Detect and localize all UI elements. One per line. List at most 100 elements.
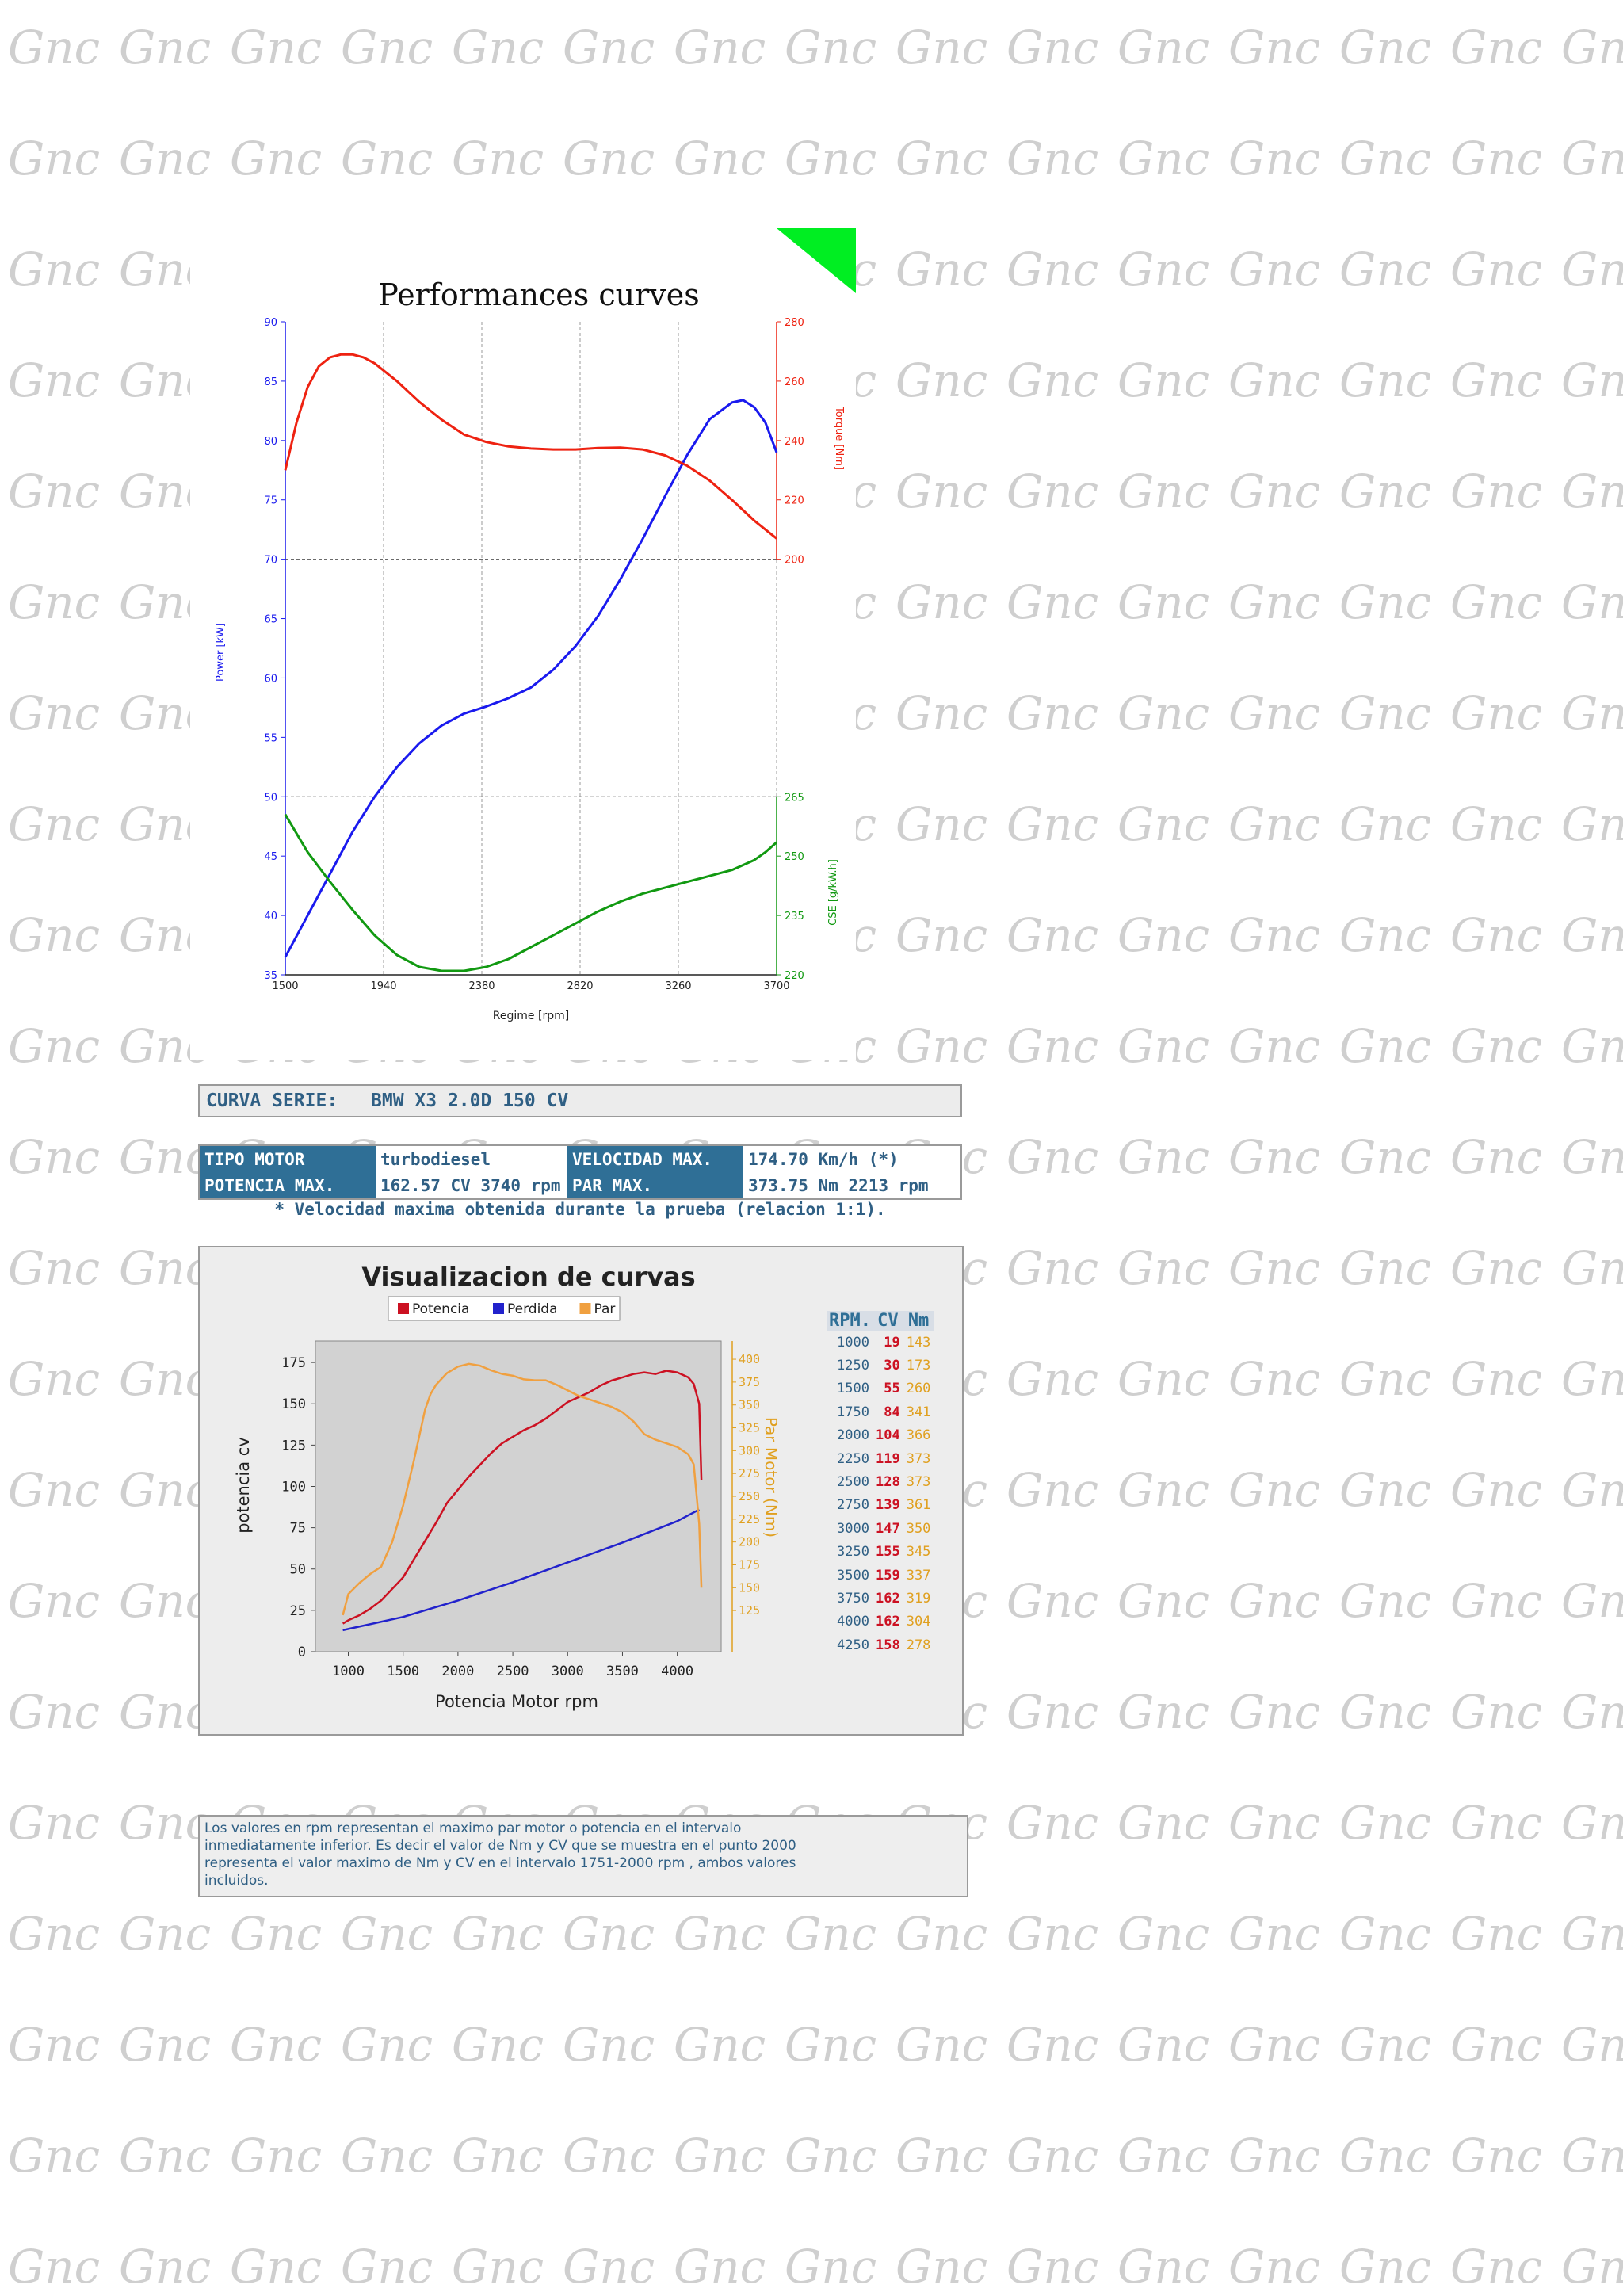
chart1-y-left-tick: 85 <box>264 376 277 388</box>
chart1-lines <box>284 353 778 972</box>
watermark-glyph: Gnc <box>119 1241 211 1295</box>
watermark-glyph: Gnc <box>896 243 987 296</box>
chart2-y-right-tick: 225 <box>739 1512 760 1526</box>
chart1-y-left-tick: 55 <box>264 732 277 744</box>
potencia-max-value: 162.57 CV 3740 rpm <box>380 1175 561 1195</box>
watermark-glyph: Gnc <box>1228 2018 1320 2072</box>
rpm-table-row: 4250 158 278 <box>827 1633 934 1656</box>
watermark-glyph: Gnc <box>563 2129 655 2183</box>
watermark-glyph: Gnc <box>1561 1796 1623 1850</box>
watermark-glyph: Gnc <box>1228 1019 1320 1073</box>
watermark-glyph: Gnc <box>896 2240 987 2294</box>
nm-cell: 373 <box>906 1474 931 1491</box>
chart1-x-tick: 2820 <box>567 980 593 992</box>
watermark-glyph: Gnc <box>563 132 655 185</box>
chart2-y-right-tick: 200 <box>739 1535 760 1549</box>
chart1-y-right-bottom-label: CSE [g/kW.h] <box>827 859 839 926</box>
rpm-table-row: 1000 19 143 <box>827 1331 934 1354</box>
watermark-glyph: Gnc <box>1117 1574 1209 1628</box>
rpm-cell: 3250 <box>837 1544 869 1561</box>
performance-curves-chart: Performances curves 1500 1940 2380 2820 3260… <box>190 228 856 1060</box>
specs-table: TIPO MOTOR turbodiesel VELOCIDAD MAX. 17… <box>200 1146 960 1198</box>
nm-cell: 345 <box>906 1544 931 1561</box>
chart2-y-right-tick: 325 <box>739 1421 760 1435</box>
chart2-y-right-tick: 125 <box>739 1603 760 1618</box>
watermark-glyph: Gnc <box>452 2018 544 2072</box>
rpm-cell: 2250 <box>837 1450 869 1467</box>
watermark-glyph: Gnc <box>1228 2240 1320 2294</box>
watermark-glyph: Gnc <box>1450 464 1542 518</box>
watermark-glyph: Gnc <box>1561 1130 1623 1184</box>
nm-cell: 350 <box>906 1520 931 1537</box>
watermark-glyph: Gnc <box>1450 1685 1542 1739</box>
watermark-glyph: Gnc <box>1006 1019 1098 1073</box>
watermark-glyph: Gnc <box>8 1241 100 1295</box>
rpm-cell: 1750 <box>837 1404 869 1420</box>
watermark-glyph: Gnc <box>674 132 766 185</box>
chart1-y-left-tick: 75 <box>264 495 277 507</box>
watermark-glyph: Gnc <box>1339 1796 1431 1850</box>
nm-cell: 173 <box>906 1358 931 1374</box>
rpm-cell: 1500 <box>837 1381 869 1397</box>
watermark-glyph: Gnc <box>896 132 987 185</box>
watermark-glyph: Gnc <box>119 132 211 185</box>
rpm-cell: 2000 <box>837 1427 869 1444</box>
chart1-ticks: 1500 1940 2380 2820 3260 3700 35 40 45 50 55 60 65 70… <box>264 317 804 992</box>
watermark-glyph: Gnc <box>1006 908 1098 962</box>
watermark-glyph: Gnc <box>896 575 987 629</box>
rpm-cell: 3750 <box>837 1590 869 1606</box>
rpm-cell: 3500 <box>837 1567 869 1584</box>
watermark-glyph: Gnc <box>1228 908 1320 962</box>
legend-swatch <box>579 1303 591 1314</box>
watermark-glyph: Gnc <box>1339 1907 1431 1961</box>
watermark-glyph: Gnc <box>674 2129 766 2183</box>
watermark-glyph: Gnc <box>8 1019 100 1073</box>
chart2-legend: Potencia Perdida Par <box>398 1301 615 1317</box>
chart2-x-tick: 2000 <box>441 1664 474 1679</box>
nm-header: Nm <box>903 1311 934 1331</box>
cv-cell: 19 <box>884 1334 900 1350</box>
watermark-glyph: Gnc <box>230 1907 322 1961</box>
chart2-y-right-label: Par Motor (Nm) <box>762 1417 781 1538</box>
watermark-glyph: Gnc <box>230 2129 322 2183</box>
par-max-label: PAR MAX. <box>567 1172 743 1198</box>
watermark-glyph: Gnc <box>119 1130 211 1184</box>
cv-cell: 128 <box>875 1474 900 1491</box>
watermark-glyph: Gnc <box>785 2129 876 2183</box>
par-max-value: 373.75 Nm 2213 rpm <box>748 1175 929 1195</box>
watermark-glyph: Gnc <box>785 2240 876 2294</box>
chart2-y-left-tick: 0 <box>298 1645 306 1660</box>
power-curve <box>284 399 778 958</box>
watermark-glyph: Gnc <box>119 1574 211 1628</box>
watermark-glyph: Gnc <box>1561 2018 1623 2072</box>
watermark-glyph: Gnc <box>1339 2129 1431 2183</box>
watermark-glyph: Gnc <box>1117 132 1209 185</box>
watermark-glyph: Gnc <box>341 2129 433 2183</box>
watermark-glyph: Gnc <box>785 2018 876 2072</box>
watermark-glyph: Gnc <box>674 1907 766 1961</box>
watermark-glyph: Gnc <box>1117 2018 1209 2072</box>
chart2-y-left-label: potencia cv <box>234 1437 253 1534</box>
watermark-glyph: Gnc <box>674 2018 766 2072</box>
chart1-y-right-bottom-tick: 265 <box>785 792 804 804</box>
rpm-table-row: 3500 159 337 <box>827 1564 934 1587</box>
chart1-y-left-tick: 65 <box>264 614 277 626</box>
chart2-perdida-curve <box>342 1508 700 1632</box>
chart1-y-left-tick: 35 <box>264 970 277 982</box>
watermark-glyph: Gnc <box>1450 1796 1542 1850</box>
watermark-glyph: Gnc <box>1450 1907 1542 1961</box>
nm-cell: 143 <box>906 1334 931 1350</box>
watermark-glyph: Gnc <box>8 2018 100 2072</box>
watermark-glyph: Gnc <box>1117 1241 1209 1295</box>
watermark-glyph: Gnc <box>8 2129 100 2183</box>
watermark-glyph: Gnc <box>896 21 987 74</box>
watermark-glyph: Gnc <box>1228 1130 1320 1184</box>
watermark-glyph: Gnc <box>1561 353 1623 407</box>
chart2-y-left-tick: 50 <box>290 1562 306 1578</box>
chart1-x-tick: 3700 <box>763 980 789 992</box>
watermark-glyph: Gnc <box>1339 1130 1431 1184</box>
watermark-glyph: Gnc <box>785 132 876 185</box>
curva-serie-label: CURVA SERIE: <box>206 1091 338 1111</box>
watermark-glyph: Gnc <box>1117 686 1209 740</box>
watermark-glyph: Gnc <box>230 2018 322 2072</box>
